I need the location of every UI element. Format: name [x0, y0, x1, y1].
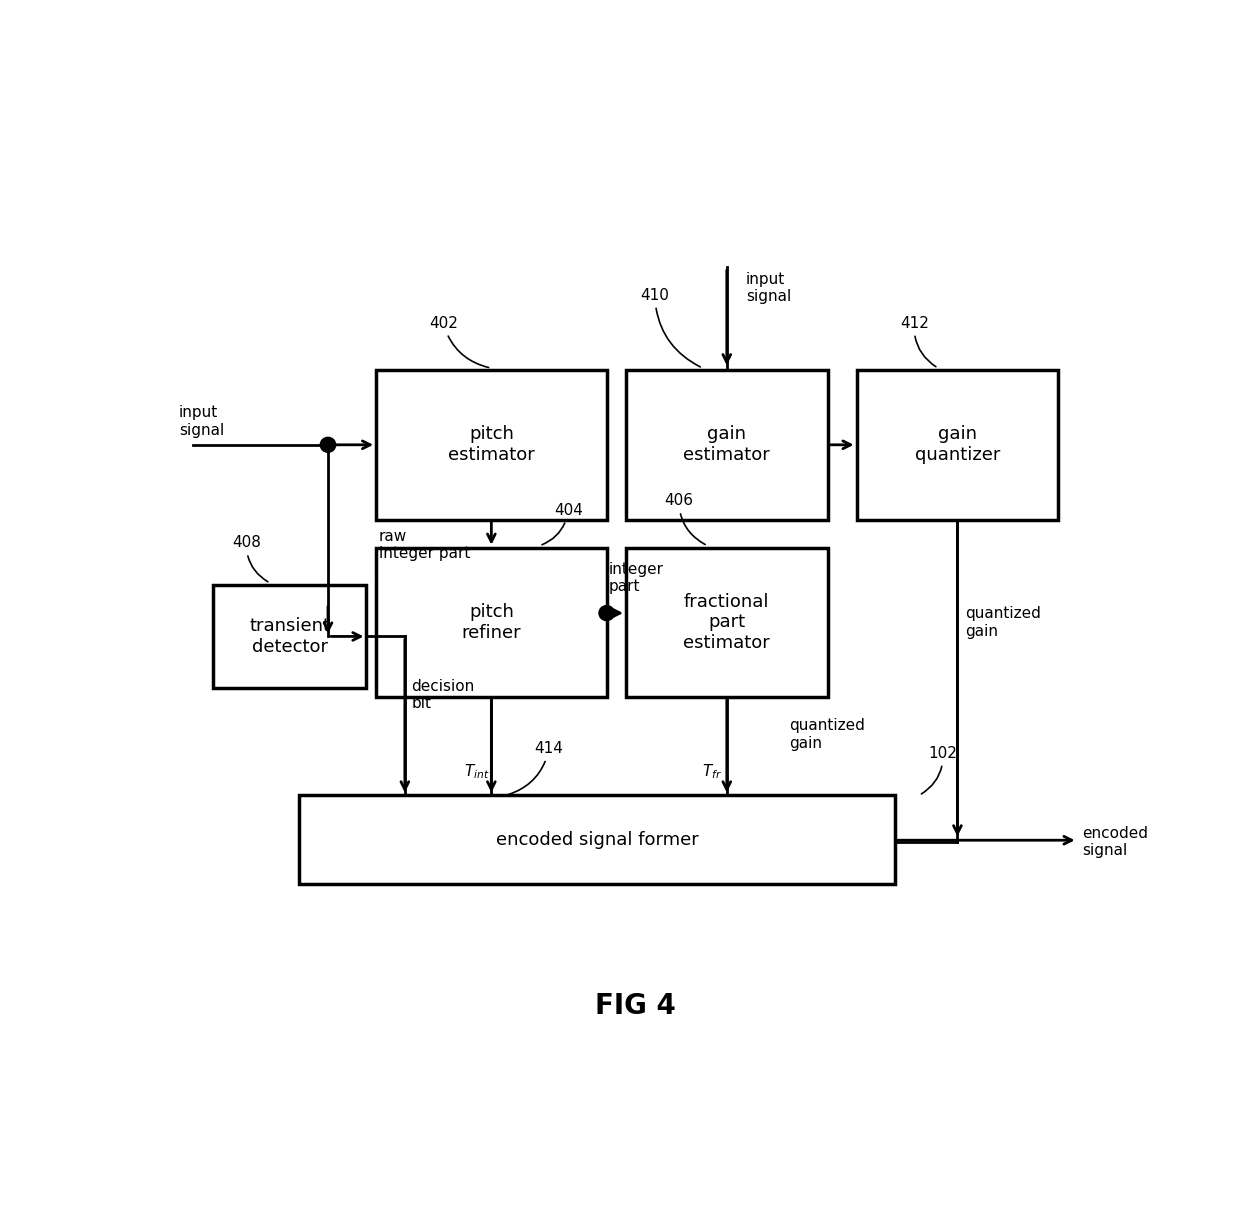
- Bar: [857, 370, 1058, 520]
- Bar: [626, 548, 828, 697]
- Text: 402: 402: [429, 316, 489, 368]
- Text: gain
estimator: gain estimator: [683, 425, 770, 464]
- Text: FIG 4: FIG 4: [595, 992, 676, 1020]
- Text: gain
quantizer: gain quantizer: [915, 425, 1001, 464]
- Bar: [213, 585, 367, 688]
- Text: 102: 102: [921, 745, 957, 794]
- Bar: [299, 795, 895, 884]
- Text: quantized
gain: quantized gain: [965, 606, 1042, 639]
- Text: encoded
signal: encoded signal: [1083, 826, 1148, 858]
- Text: integer
part: integer part: [609, 562, 663, 594]
- Text: raw
integer part: raw integer part: [379, 529, 470, 561]
- Bar: [376, 548, 606, 697]
- Bar: [376, 370, 606, 520]
- Text: encoded signal former: encoded signal former: [496, 830, 698, 849]
- Text: input
signal: input signal: [179, 405, 224, 437]
- Text: input
signal: input signal: [746, 272, 791, 305]
- Circle shape: [320, 437, 336, 453]
- Text: decision
bit: decision bit: [412, 679, 475, 711]
- Text: 404: 404: [542, 503, 583, 545]
- Text: fractional
part
estimator: fractional part estimator: [683, 592, 770, 652]
- Text: 412: 412: [900, 316, 936, 367]
- Text: pitch
refiner: pitch refiner: [461, 603, 521, 642]
- Text: 414: 414: [508, 741, 563, 794]
- Text: 408: 408: [232, 535, 268, 582]
- Bar: [626, 370, 828, 520]
- Circle shape: [599, 606, 614, 620]
- Text: 406: 406: [665, 493, 706, 545]
- Text: quantized
gain: quantized gain: [789, 719, 866, 750]
- Text: transient
detector: transient detector: [249, 617, 330, 656]
- Text: 410: 410: [640, 288, 701, 367]
- Text: pitch
estimator: pitch estimator: [448, 425, 534, 464]
- Text: $T_{int}$: $T_{int}$: [464, 762, 490, 782]
- Text: $T_{fr}$: $T_{fr}$: [702, 762, 723, 782]
